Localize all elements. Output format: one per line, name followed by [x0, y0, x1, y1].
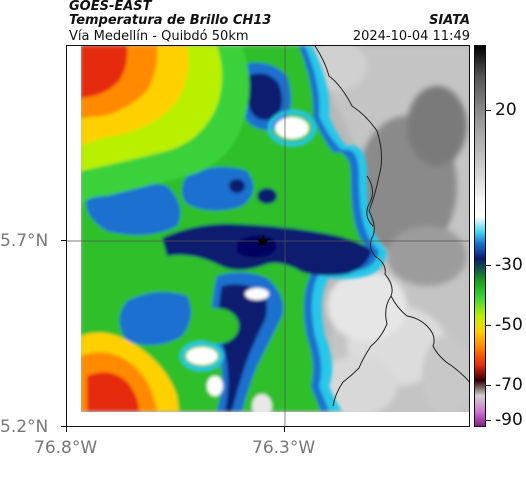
colorbar-tick-mark	[486, 265, 491, 266]
product-title: Temperatura de Brillo CH13	[69, 13, 272, 28]
colorbar-tick-minus90: -90	[495, 410, 523, 430]
lon-tick-mark	[66, 427, 67, 432]
satellite-name: GOES-EAST	[69, 0, 152, 14]
lon-label-76-3w: 76.3°W	[252, 438, 316, 458]
lat-tick-mark	[61, 426, 66, 427]
colorbar-tick-minus50: -50	[495, 315, 523, 335]
lat-tick-mark	[61, 240, 66, 241]
colorbar-tick-minus30: -30	[495, 255, 523, 275]
location-marker-icon	[256, 234, 270, 247]
region-subtitle: Vía Medellín - Quibdó 50km	[69, 29, 249, 44]
colorbar-tick-minus70: -70	[495, 375, 523, 395]
brightness-temperature-map	[66, 45, 470, 427]
lat-label-5-7n: 5.7°N	[0, 231, 49, 251]
lon-label-76-8w: 76.8°W	[34, 438, 98, 458]
map-canvas	[67, 46, 469, 426]
colorbar-tick-mark	[486, 385, 491, 386]
no-data-band	[67, 412, 469, 426]
colorbar	[474, 45, 486, 427]
colorbar-tick-mark	[486, 420, 491, 421]
agency-label: SIATA	[429, 13, 470, 28]
lon-tick-mark	[284, 427, 285, 432]
timestamp: 2024-10-04 11:49	[352, 29, 470, 44]
no-data-band-west	[67, 46, 81, 426]
lat-label-5-2n: 5.2°N	[0, 417, 49, 437]
colorbar-tick-mark	[486, 325, 491, 326]
boundary-lines	[314, 46, 469, 407]
cloud-shield-layer	[81, 46, 387, 418]
colorbar-tick-20: 20	[495, 100, 517, 120]
colorbar-tick-mark	[486, 110, 491, 111]
